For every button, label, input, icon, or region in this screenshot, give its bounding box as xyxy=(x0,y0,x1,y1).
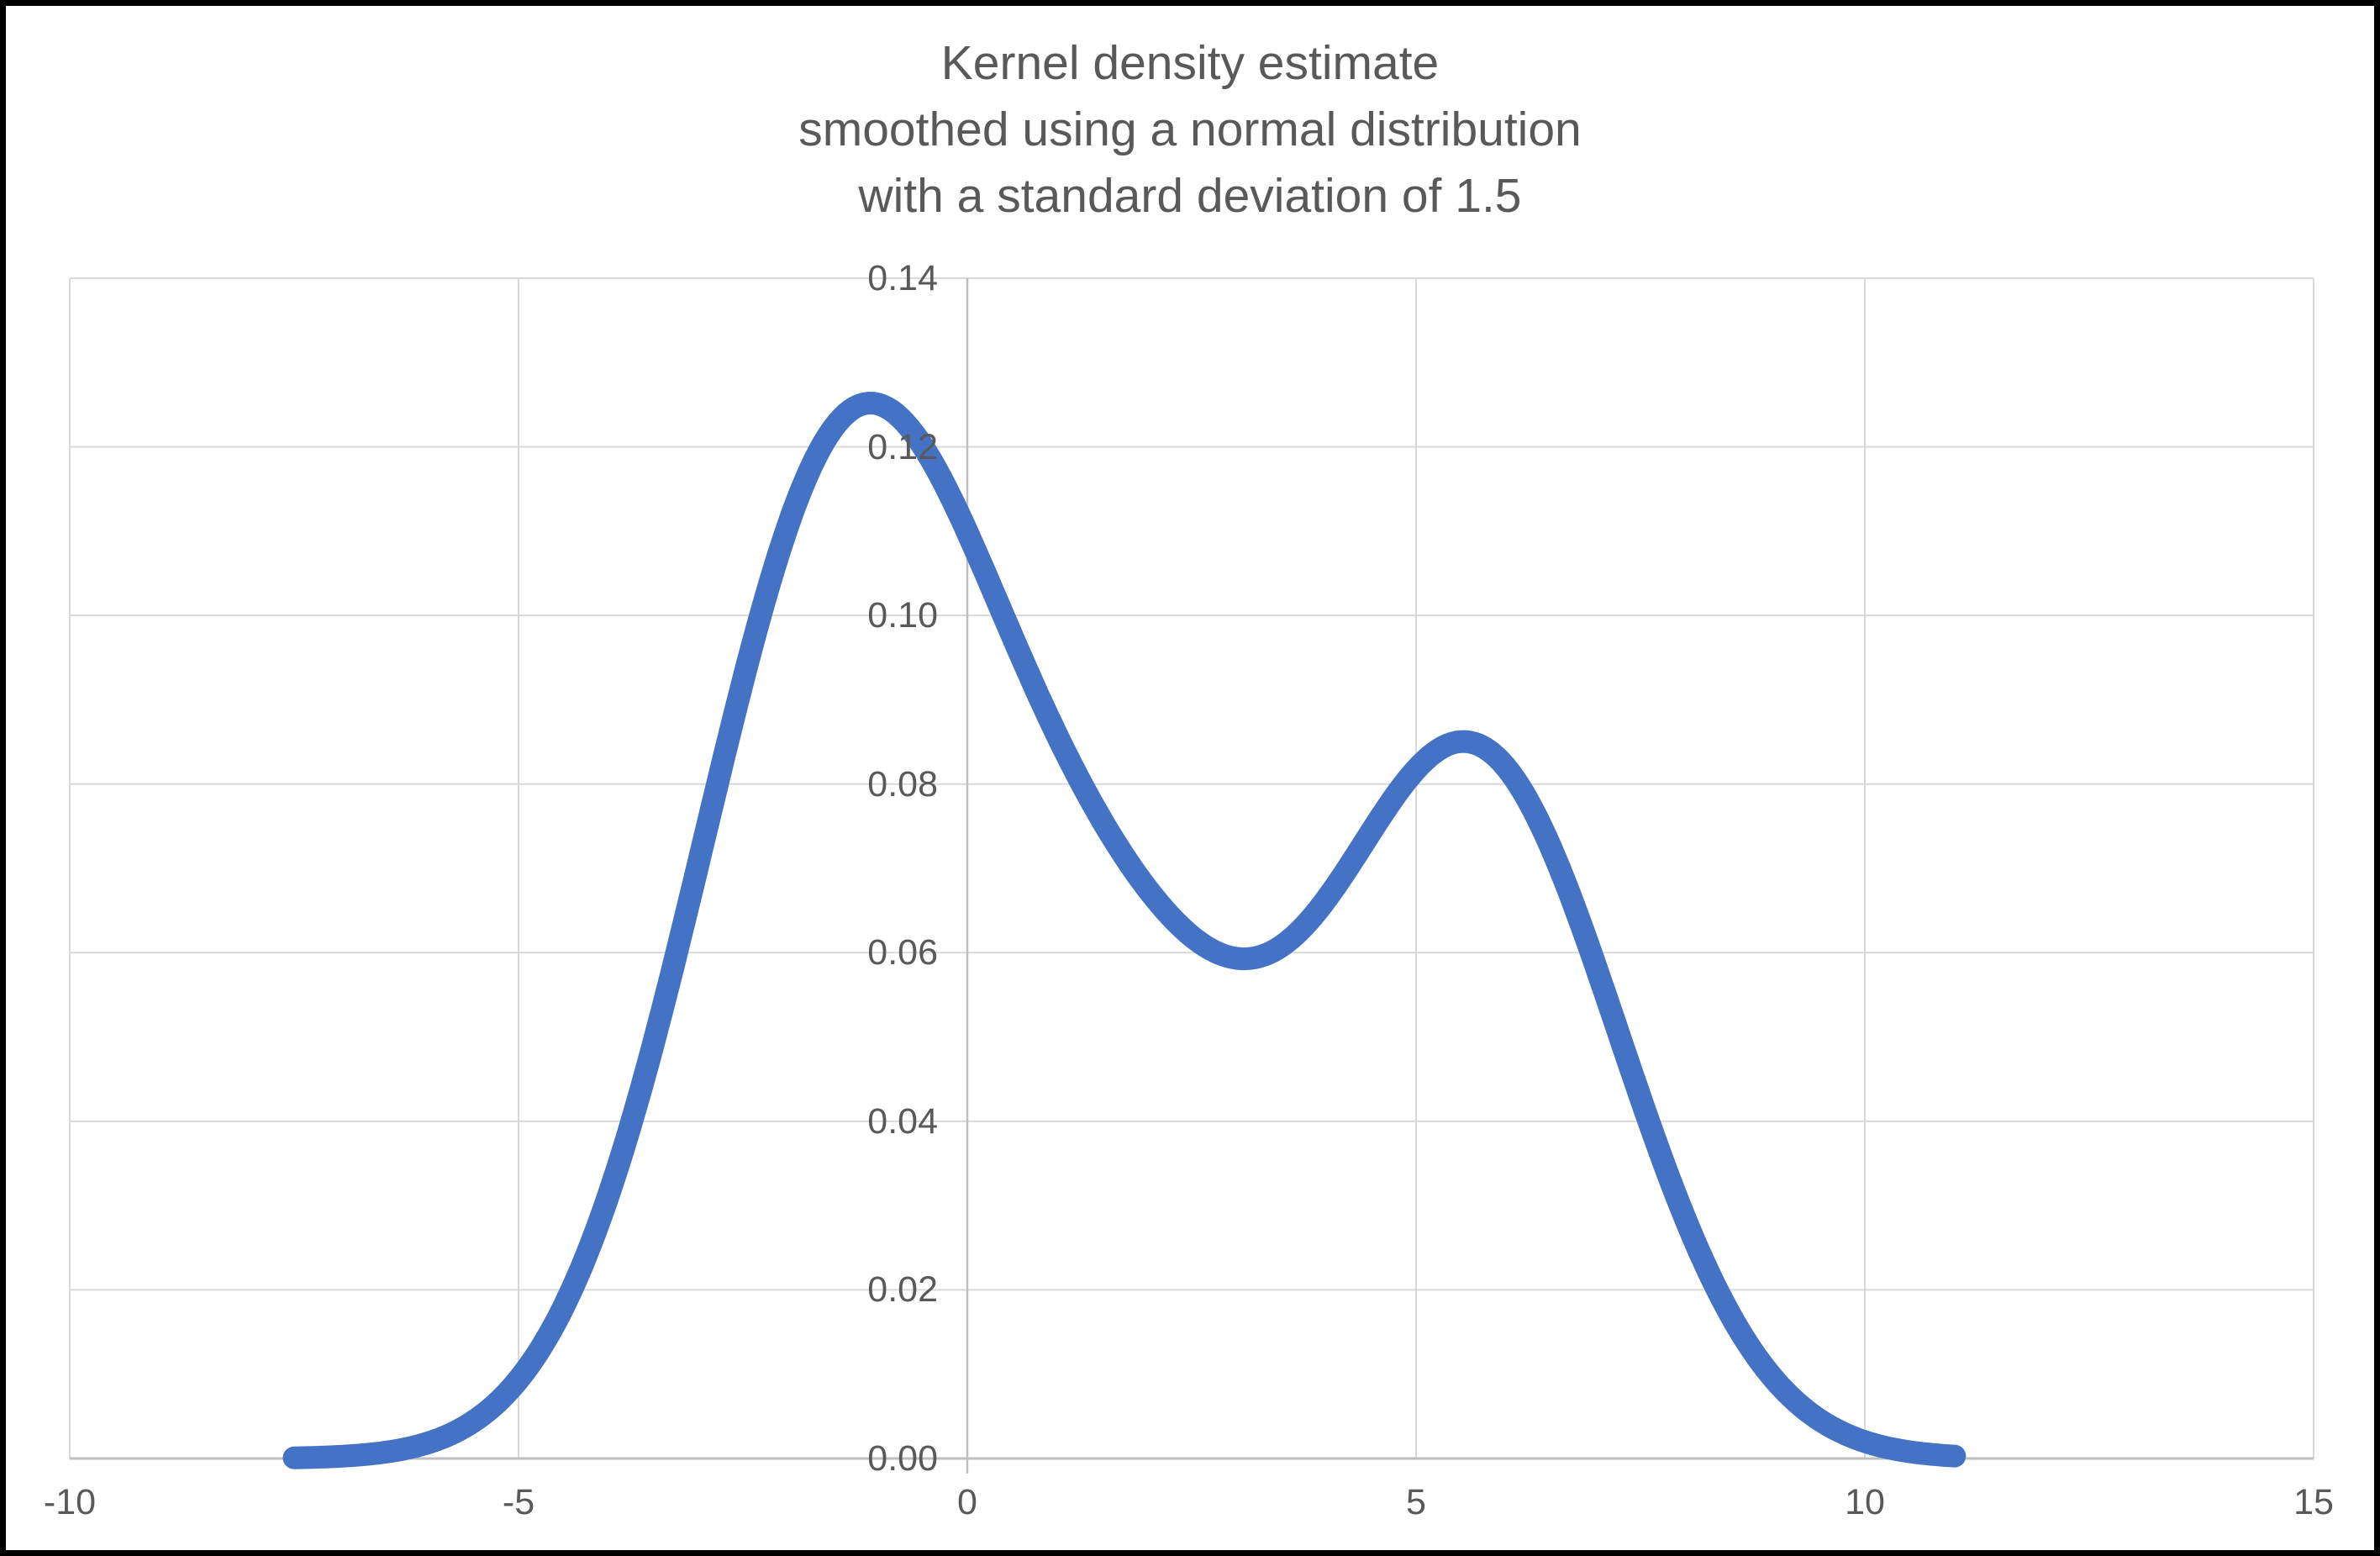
y-axis-tick-label: 0.00 xyxy=(867,1438,938,1479)
x-axis-tick-label: 10 xyxy=(1845,1482,1885,1522)
y-axis-tick-label: 0.06 xyxy=(867,932,938,973)
x-axis-tick-label: 15 xyxy=(2293,1482,2334,1522)
y-axis-tick-label: 0.04 xyxy=(867,1100,938,1142)
chart-title-line-1: Kernel density estimate xyxy=(940,36,1440,90)
chart-title: Kernel density estimate smoothed using a… xyxy=(0,30,2380,229)
axis-lines xyxy=(70,278,2314,1474)
y-axis-tick-label: 0.12 xyxy=(867,426,938,467)
kde-curve xyxy=(282,392,1967,1469)
y-axis-tick-label: 0.14 xyxy=(867,258,938,298)
y-axis-tick-label: 0.08 xyxy=(867,763,938,804)
gridlines xyxy=(69,277,2314,1458)
x-axis-tick-label: 0 xyxy=(957,1482,977,1522)
x-axis-tick-label: 5 xyxy=(1406,1482,1426,1522)
chart-title-line-3: with a standard deviation of 1.5 xyxy=(858,169,1522,223)
y-axis-tick-label: 0.02 xyxy=(867,1269,938,1311)
chart-title-line-2: smoothed using a normal distribution xyxy=(798,103,1582,156)
x-axis-tick-label: -5 xyxy=(502,1482,535,1522)
x-axis-tick-label: -10 xyxy=(43,1482,97,1522)
y-axis-tick-label: 0.10 xyxy=(867,595,938,636)
